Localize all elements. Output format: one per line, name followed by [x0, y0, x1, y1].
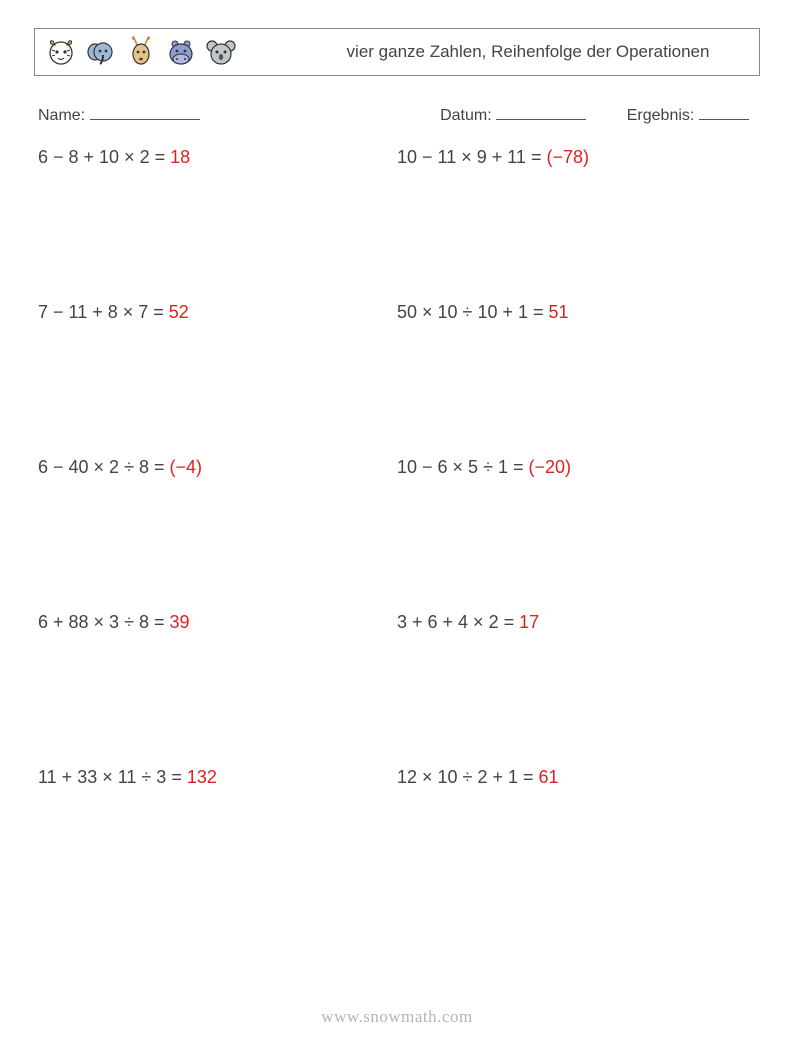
- problem-answer: 132: [187, 767, 217, 787]
- score-label: Ergebnis:: [627, 107, 695, 124]
- footer-watermark: www.snowmath.com: [0, 1007, 794, 1027]
- problem-answer: 39: [169, 612, 189, 632]
- date-field: Datum:: [440, 104, 627, 125]
- problem-cell: 10 − 6 × 5 ÷ 1 = (−20): [397, 457, 756, 487]
- problem-expression: 6 − 40 × 2 ÷ 8 =: [38, 457, 169, 477]
- deer-icon: [125, 36, 157, 68]
- problem-answer: (−4): [169, 457, 202, 477]
- problem-expression: 12 × 10 ÷ 2 + 1 =: [397, 767, 539, 787]
- problem-cell: 11 + 33 × 11 ÷ 3 = 132: [38, 767, 397, 797]
- problem-answer: 18: [170, 147, 190, 167]
- problem-row: 6 − 8 + 10 × 2 = 18 10 − 11 × 9 + 11 = (…: [38, 147, 756, 177]
- problem-answer: 17: [519, 612, 539, 632]
- header-icons: [45, 36, 237, 68]
- tiger-icon: [45, 36, 77, 68]
- problem-expression: 6 + 88 × 3 ÷ 8 =: [38, 612, 169, 632]
- score-field: Ergebnis:: [627, 104, 756, 125]
- problem-expression: 50 × 10 ÷ 10 + 1 =: [397, 302, 549, 322]
- problem-answer: 61: [539, 767, 559, 787]
- problem-row: 6 − 40 × 2 ÷ 8 = (−4) 10 − 6 × 5 ÷ 1 = (…: [38, 457, 756, 487]
- problem-cell: 6 + 88 × 3 ÷ 8 = 39: [38, 612, 397, 642]
- header-box: vier ganze Zahlen, Reihenfolge der Opera…: [34, 28, 760, 76]
- problem-expression: 6 − 8 + 10 × 2 =: [38, 147, 170, 167]
- date-label: Datum:: [440, 107, 492, 124]
- worksheet-title: vier ganze Zahlen, Reihenfolge der Opera…: [237, 42, 749, 62]
- problem-answer: (−20): [528, 457, 571, 477]
- worksheet-page: vier ganze Zahlen, Reihenfolge der Opera…: [0, 0, 794, 1053]
- date-blank: [496, 104, 586, 120]
- problem-answer: 52: [169, 302, 189, 322]
- problem-row: 6 + 88 × 3 ÷ 8 = 39 3 + 6 + 4 × 2 = 17: [38, 612, 756, 642]
- elephant-icon: [85, 36, 117, 68]
- problem-expression: 10 − 6 × 5 ÷ 1 =: [397, 457, 528, 477]
- name-blank: [90, 104, 200, 120]
- hippo-icon: [165, 36, 197, 68]
- problem-expression: 3 + 6 + 4 × 2 =: [397, 612, 519, 632]
- problem-cell: 3 + 6 + 4 × 2 = 17: [397, 612, 756, 642]
- koala-icon: [205, 36, 237, 68]
- score-blank: [699, 104, 749, 120]
- problem-expression: 11 + 33 × 11 ÷ 3 =: [38, 767, 187, 787]
- problem-cell: 12 × 10 ÷ 2 + 1 = 61: [397, 767, 756, 797]
- problem-row: 11 + 33 × 11 ÷ 3 = 132 12 × 10 ÷ 2 + 1 =…: [38, 767, 756, 797]
- meta-row: Name: Datum: Ergebnis:: [34, 104, 760, 125]
- problem-expression: 7 − 11 + 8 × 7 =: [38, 302, 169, 322]
- problem-answer: 51: [549, 302, 569, 322]
- problem-cell: 10 − 11 × 9 + 11 = (−78): [397, 147, 756, 177]
- problem-row: 7 − 11 + 8 × 7 = 52 50 × 10 ÷ 10 + 1 = 5…: [38, 302, 756, 332]
- name-field: Name:: [38, 104, 440, 125]
- problems-grid: 6 − 8 + 10 × 2 = 18 10 − 11 × 9 + 11 = (…: [34, 147, 760, 797]
- problem-cell: 50 × 10 ÷ 10 + 1 = 51: [397, 302, 756, 332]
- name-label: Name:: [38, 107, 85, 124]
- problem-expression: 10 − 11 × 9 + 11 =: [397, 147, 546, 167]
- problem-cell: 6 − 40 × 2 ÷ 8 = (−4): [38, 457, 397, 487]
- problem-cell: 7 − 11 + 8 × 7 = 52: [38, 302, 397, 332]
- problem-answer: (−78): [546, 147, 589, 167]
- problem-cell: 6 − 8 + 10 × 2 = 18: [38, 147, 397, 177]
